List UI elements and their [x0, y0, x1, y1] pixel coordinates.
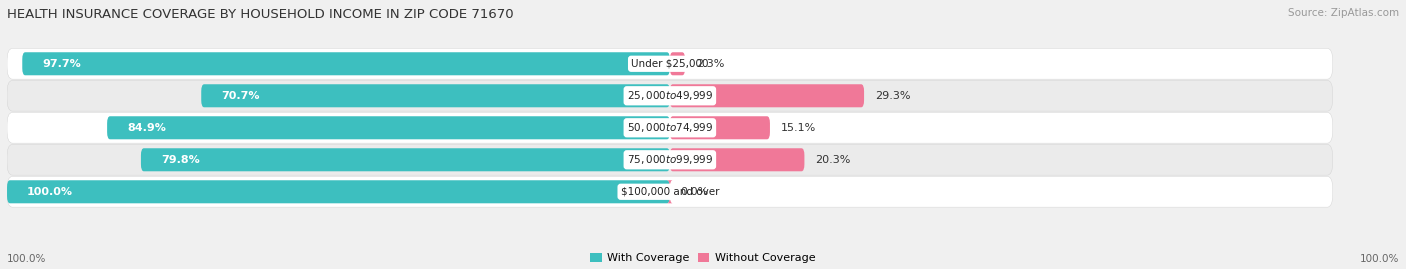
FancyBboxPatch shape: [666, 180, 673, 203]
FancyBboxPatch shape: [141, 148, 669, 171]
Text: $25,000 to $49,999: $25,000 to $49,999: [627, 89, 713, 102]
FancyBboxPatch shape: [669, 84, 865, 107]
Text: $75,000 to $99,999: $75,000 to $99,999: [627, 153, 713, 166]
Text: 97.7%: 97.7%: [42, 59, 82, 69]
FancyBboxPatch shape: [669, 116, 770, 139]
Text: 0.0%: 0.0%: [681, 187, 709, 197]
FancyBboxPatch shape: [669, 148, 804, 171]
Text: $50,000 to $74,999: $50,000 to $74,999: [627, 121, 713, 134]
Text: 70.7%: 70.7%: [221, 91, 260, 101]
Text: 84.9%: 84.9%: [127, 123, 166, 133]
Legend: With Coverage, Without Coverage: With Coverage, Without Coverage: [591, 253, 815, 263]
FancyBboxPatch shape: [7, 176, 1333, 207]
Text: 29.3%: 29.3%: [875, 91, 910, 101]
Text: HEALTH INSURANCE COVERAGE BY HOUSEHOLD INCOME IN ZIP CODE 71670: HEALTH INSURANCE COVERAGE BY HOUSEHOLD I…: [7, 8, 513, 21]
FancyBboxPatch shape: [7, 48, 1333, 79]
FancyBboxPatch shape: [669, 52, 685, 75]
Text: 100.0%: 100.0%: [27, 187, 73, 197]
FancyBboxPatch shape: [107, 116, 669, 139]
Text: Under $25,000: Under $25,000: [631, 59, 709, 69]
FancyBboxPatch shape: [7, 112, 1333, 143]
FancyBboxPatch shape: [22, 52, 669, 75]
FancyBboxPatch shape: [7, 144, 1333, 175]
Text: 20.3%: 20.3%: [815, 155, 851, 165]
Text: 79.8%: 79.8%: [160, 155, 200, 165]
Text: $100,000 and over: $100,000 and over: [620, 187, 718, 197]
FancyBboxPatch shape: [7, 80, 1333, 111]
Text: 100.0%: 100.0%: [1360, 254, 1399, 264]
Text: Source: ZipAtlas.com: Source: ZipAtlas.com: [1288, 8, 1399, 18]
FancyBboxPatch shape: [201, 84, 669, 107]
Text: 100.0%: 100.0%: [7, 254, 46, 264]
Text: 2.3%: 2.3%: [696, 59, 724, 69]
FancyBboxPatch shape: [7, 180, 669, 203]
Text: 15.1%: 15.1%: [780, 123, 815, 133]
